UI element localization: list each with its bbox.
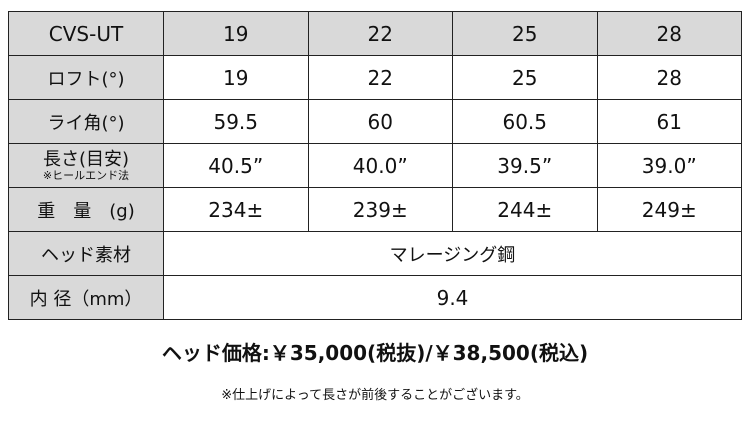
cell: 59.5 bbox=[163, 99, 309, 144]
cell: 40.5” bbox=[163, 143, 309, 188]
cell: マレージング鋼 bbox=[163, 231, 742, 276]
table-row-material: ヘッド素材 マレージング鋼 bbox=[8, 231, 742, 276]
row-label: ロフト(°) bbox=[8, 55, 164, 100]
cell: 9.4 bbox=[163, 275, 742, 320]
loft-header: 28 bbox=[596, 11, 742, 56]
table-row-loft: ロフト(°) 19 22 25 28 bbox=[8, 55, 742, 100]
model-name: CVS-UT bbox=[8, 11, 164, 56]
header-row: CVS-UT 19 22 25 28 bbox=[8, 11, 742, 56]
table-row-diameter: 内 径（mm） 9.4 bbox=[8, 275, 742, 320]
price-text: ヘッド価格:￥35,000(税抜)/￥38,500(税込) bbox=[161, 341, 589, 365]
cell: 25 bbox=[452, 55, 598, 100]
cell: 19 bbox=[163, 55, 309, 100]
cell: 61 bbox=[596, 99, 742, 144]
table-row-length: 長さ(目安) ※ヒールエンド法 40.5” 40.0” 39.5” 39.0” bbox=[8, 143, 742, 188]
row-label: 長さ(目安) ※ヒールエンド法 bbox=[8, 143, 164, 188]
cell: 39.5” bbox=[452, 143, 598, 188]
cell: 40.0” bbox=[307, 143, 453, 188]
note-text: ※仕上げによって長さが前後することがございます。 bbox=[221, 388, 529, 403]
row-label-sub: ※ヒールエンド法 bbox=[42, 168, 130, 182]
row-label: ヘッド素材 bbox=[8, 231, 164, 276]
row-label: ライ角(°) bbox=[8, 99, 164, 144]
loft-header: 19 bbox=[163, 11, 309, 56]
cell: 39.0” bbox=[596, 143, 742, 188]
loft-header: 25 bbox=[452, 11, 598, 56]
cell: 244± bbox=[452, 187, 598, 232]
row-label: 重 量 (g) bbox=[8, 187, 164, 232]
cell: 22 bbox=[307, 55, 453, 100]
row-label: 内 径（mm） bbox=[8, 275, 164, 320]
table-row-weight: 重 量 (g) 234± 239± 244± 249± bbox=[8, 187, 742, 232]
cell: 28 bbox=[596, 55, 742, 100]
table-row-lie: ライ角(°) 59.5 60 60.5 61 bbox=[8, 99, 742, 144]
row-label-main: 長さ(目安) bbox=[42, 148, 130, 170]
spec-table: CVS-UT 19 22 25 28 ロフト(°) 19 22 25 28 ライ… bbox=[8, 11, 742, 320]
cell: 234± bbox=[163, 187, 309, 232]
cell: 60.5 bbox=[452, 99, 598, 144]
cell: 249± bbox=[596, 187, 742, 232]
loft-header: 22 bbox=[307, 11, 453, 56]
cell: 239± bbox=[307, 187, 453, 232]
cell: 60 bbox=[307, 99, 453, 144]
